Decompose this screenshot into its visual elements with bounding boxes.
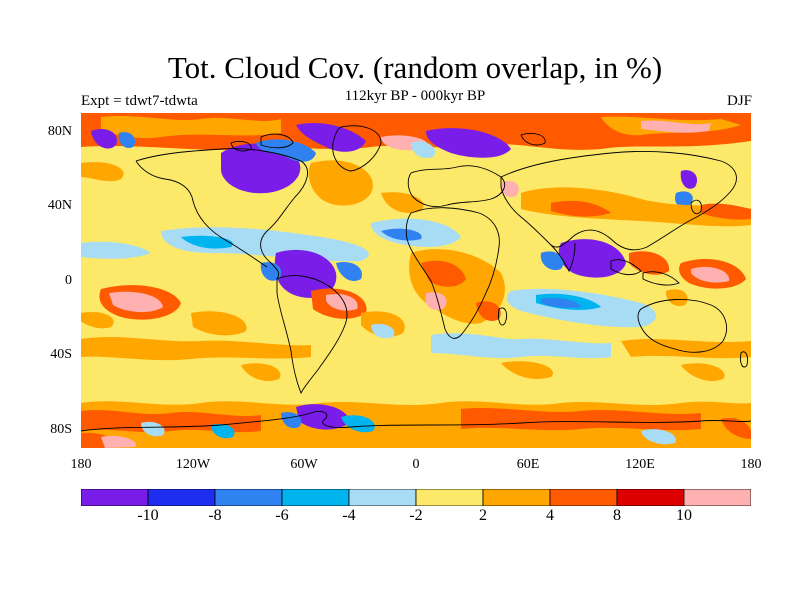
- colorbar-label: -6: [275, 507, 289, 524]
- anomaly-field: [81, 113, 751, 448]
- colorbar-cell: [683, 489, 751, 506]
- colorbar-cell: [214, 489, 283, 506]
- lon-tick-120e: 120E: [625, 457, 655, 472]
- colorbar: [81, 489, 751, 506]
- colorbar-cell: [482, 489, 551, 506]
- lon-tick-180w: 180: [70, 457, 92, 472]
- lon-tick-60w: 60W: [290, 457, 318, 472]
- map-panel: [81, 113, 751, 448]
- colorbar-cell: [549, 489, 618, 506]
- colorbar-label: -4: [342, 507, 356, 524]
- lat-tick-40s: 40S: [50, 347, 72, 362]
- colorbar-cell: [616, 489, 685, 506]
- colorbar-label: -8: [208, 507, 222, 524]
- colorbar-cell: [415, 489, 484, 506]
- map-title: Tot. Cloud Cov. (random overlap, in %): [167, 50, 663, 85]
- lon-tick-120w: 120W: [175, 457, 211, 472]
- lon-tick-60e: 60E: [516, 457, 540, 472]
- experiment-label: Expt = tdwt7-tdwta: [81, 93, 198, 109]
- colorbar-label: 2: [479, 507, 487, 524]
- lon-tick-180e: 180: [740, 457, 762, 472]
- lat-tick-80n: 80N: [47, 124, 72, 139]
- map-subtitle: 112kyr BP - 000kyr BP: [344, 88, 486, 104]
- cloud-cover-map: [81, 113, 751, 448]
- coastlines: [81, 125, 751, 432]
- colorbar-label: -10: [137, 507, 159, 524]
- lon-tick-0: 0: [412, 457, 420, 472]
- colorbar-cell: [281, 489, 350, 506]
- colorbar-label: 8: [613, 507, 621, 524]
- colorbar-label: 10: [676, 507, 692, 524]
- colorbar-label: -2: [409, 507, 423, 524]
- lat-tick-0: 0: [65, 273, 72, 288]
- colorbar-cell: [81, 489, 149, 506]
- colorbar-label: 4: [546, 507, 554, 524]
- colorbar-cell: [147, 489, 216, 506]
- colorbar-cell: [348, 489, 417, 506]
- season-label: DJF: [726, 93, 752, 109]
- lat-tick-80s: 80S: [50, 422, 72, 437]
- lat-tick-40n: 40N: [47, 198, 72, 213]
